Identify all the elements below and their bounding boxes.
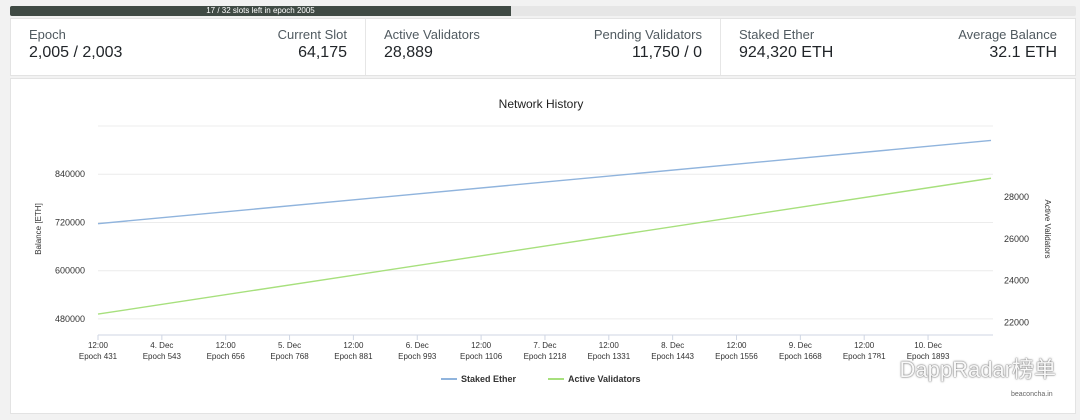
x-tick-label: 12:00 [599,341,620,350]
x-tick-label: 12:00 [471,341,492,350]
network-history-card: Network History 480000 600000 720000 840000… [10,78,1076,414]
x-tick-label: 9. Dec [789,341,812,350]
x-tick-label: 8. Dec [661,341,684,350]
x-tick-epoch-label: Epoch 881 [334,352,373,361]
network-stats-panel: Epoch 2,005 / 2,003 Current Slot 64,175 … [10,18,1076,76]
balance-stats: Staked Ether 924,320 ETH Average Balance… [721,19,1075,75]
slots-progress-bar: 17 / 32 slots left in epoch 2005 [10,6,1076,16]
stat-epoch: Epoch 2,005 / 2,003 [29,27,122,75]
y-tick-label: 840000 [55,169,85,179]
y-tick-label: 720000 [55,217,85,227]
series-line-staked-ether [97,139,992,225]
x-tick-epoch-label: Epoch 1556 [715,352,758,361]
dappradar-watermark: DappRadar榜单 [865,352,1056,384]
stat-pending-validators-value: 11,750 / 0 [632,44,702,61]
x-tick-epoch-label: Epoch 1893 [907,352,950,361]
y-axis-label: Balance [ETH] [34,203,43,255]
slots-progress-text: 17 / 32 slots left in epoch 2005 [206,6,315,15]
epoch-stats: Epoch 2,005 / 2,003 Current Slot 64,175 [11,19,366,75]
x-tick-epoch-label: Epoch 656 [207,352,246,361]
y2-tick-label: 28000 [1004,192,1029,202]
x-tick-epoch-label: Epoch 1106 [460,352,503,361]
stat-staked-ether-value: 924,320 ETH [739,44,834,61]
chart-title: Network History [499,97,584,111]
wechat-icon [866,357,893,379]
x-tick-epoch-label: Epoch 543 [143,352,182,361]
y2-tick-label: 22000 [1004,317,1029,327]
x-tick-label: 10. Dec [914,341,942,350]
beaconchain-credit: beaconcha.in [1011,391,1053,398]
validator-stats: Active Validators 28,889 Pending Validat… [366,19,721,75]
x-tick-label: 12:00 [343,341,364,350]
x-tick-epoch-label: Epoch 1331 [587,352,630,361]
legend-item: Staked Ether [461,374,517,384]
stat-average-balance-value: 32.1 ETH [989,44,1057,61]
x-tick-label: 4. Dec [150,341,173,350]
legend-item: Active Validators [568,374,641,384]
stat-pending-validators: Pending Validators 11,750 / 0 [594,27,702,75]
stat-active-validators-label: Active Validators [384,27,480,42]
x-tick-epoch-label: Epoch 993 [398,352,437,361]
stat-average-balance: Average Balance 32.1 ETH [958,27,1057,75]
y2-axis-label: Active Validators [1043,200,1052,259]
stat-epoch-value: 2,005 / 2,003 [29,44,123,61]
x-tick-label: 12:00 [854,341,875,350]
watermark-text: DappRadar榜单 [899,357,1056,382]
slots-progress-fill: 17 / 32 slots left in epoch 2005 [10,6,512,16]
y2-tick-label: 26000 [1004,234,1029,244]
stat-average-balance-label: Average Balance [958,27,1057,42]
x-tick-epoch-label: Epoch 1668 [779,352,822,361]
stat-epoch-label: Epoch [29,27,66,42]
x-tick-label: 6. Dec [406,341,429,350]
series-line-active-validators [97,177,992,315]
stat-pending-validators-label: Pending Validators [593,27,702,42]
x-tick-label: 12:00 [216,341,237,350]
y-tick-label: 480000 [55,314,85,324]
stat-current-slot: Current Slot 64,175 [278,27,347,75]
y-tick-label: 600000 [55,266,85,276]
x-tick-label: 7. Dec [533,341,556,350]
network-history-chart: Network History 480000 600000 720000 840000… [34,97,1052,384]
x-tick-label: 12:00 [88,341,109,350]
stat-current-slot-value: 64,175 [298,44,347,61]
x-tick-epoch-label: Epoch 1218 [524,352,567,361]
stat-staked-ether: Staked Ether 924,320 ETH [739,27,833,75]
x-tick-label: 5. Dec [278,341,301,350]
stat-current-slot-label: Current Slot [277,27,347,42]
stat-active-validators-value: 28,889 [384,44,433,61]
y2-tick-label: 24000 [1004,276,1029,286]
stat-active-validators: Active Validators 28,889 [384,27,480,75]
stat-staked-ether-label: Staked Ether [739,27,815,42]
x-tick-epoch-label: Epoch 431 [79,352,118,361]
x-tick-epoch-label: Epoch 1443 [651,352,694,361]
x-tick-label: 12:00 [726,341,747,350]
x-tick-epoch-label: Epoch 1781 [843,352,886,361]
x-tick-epoch-label: Epoch 768 [270,352,309,361]
